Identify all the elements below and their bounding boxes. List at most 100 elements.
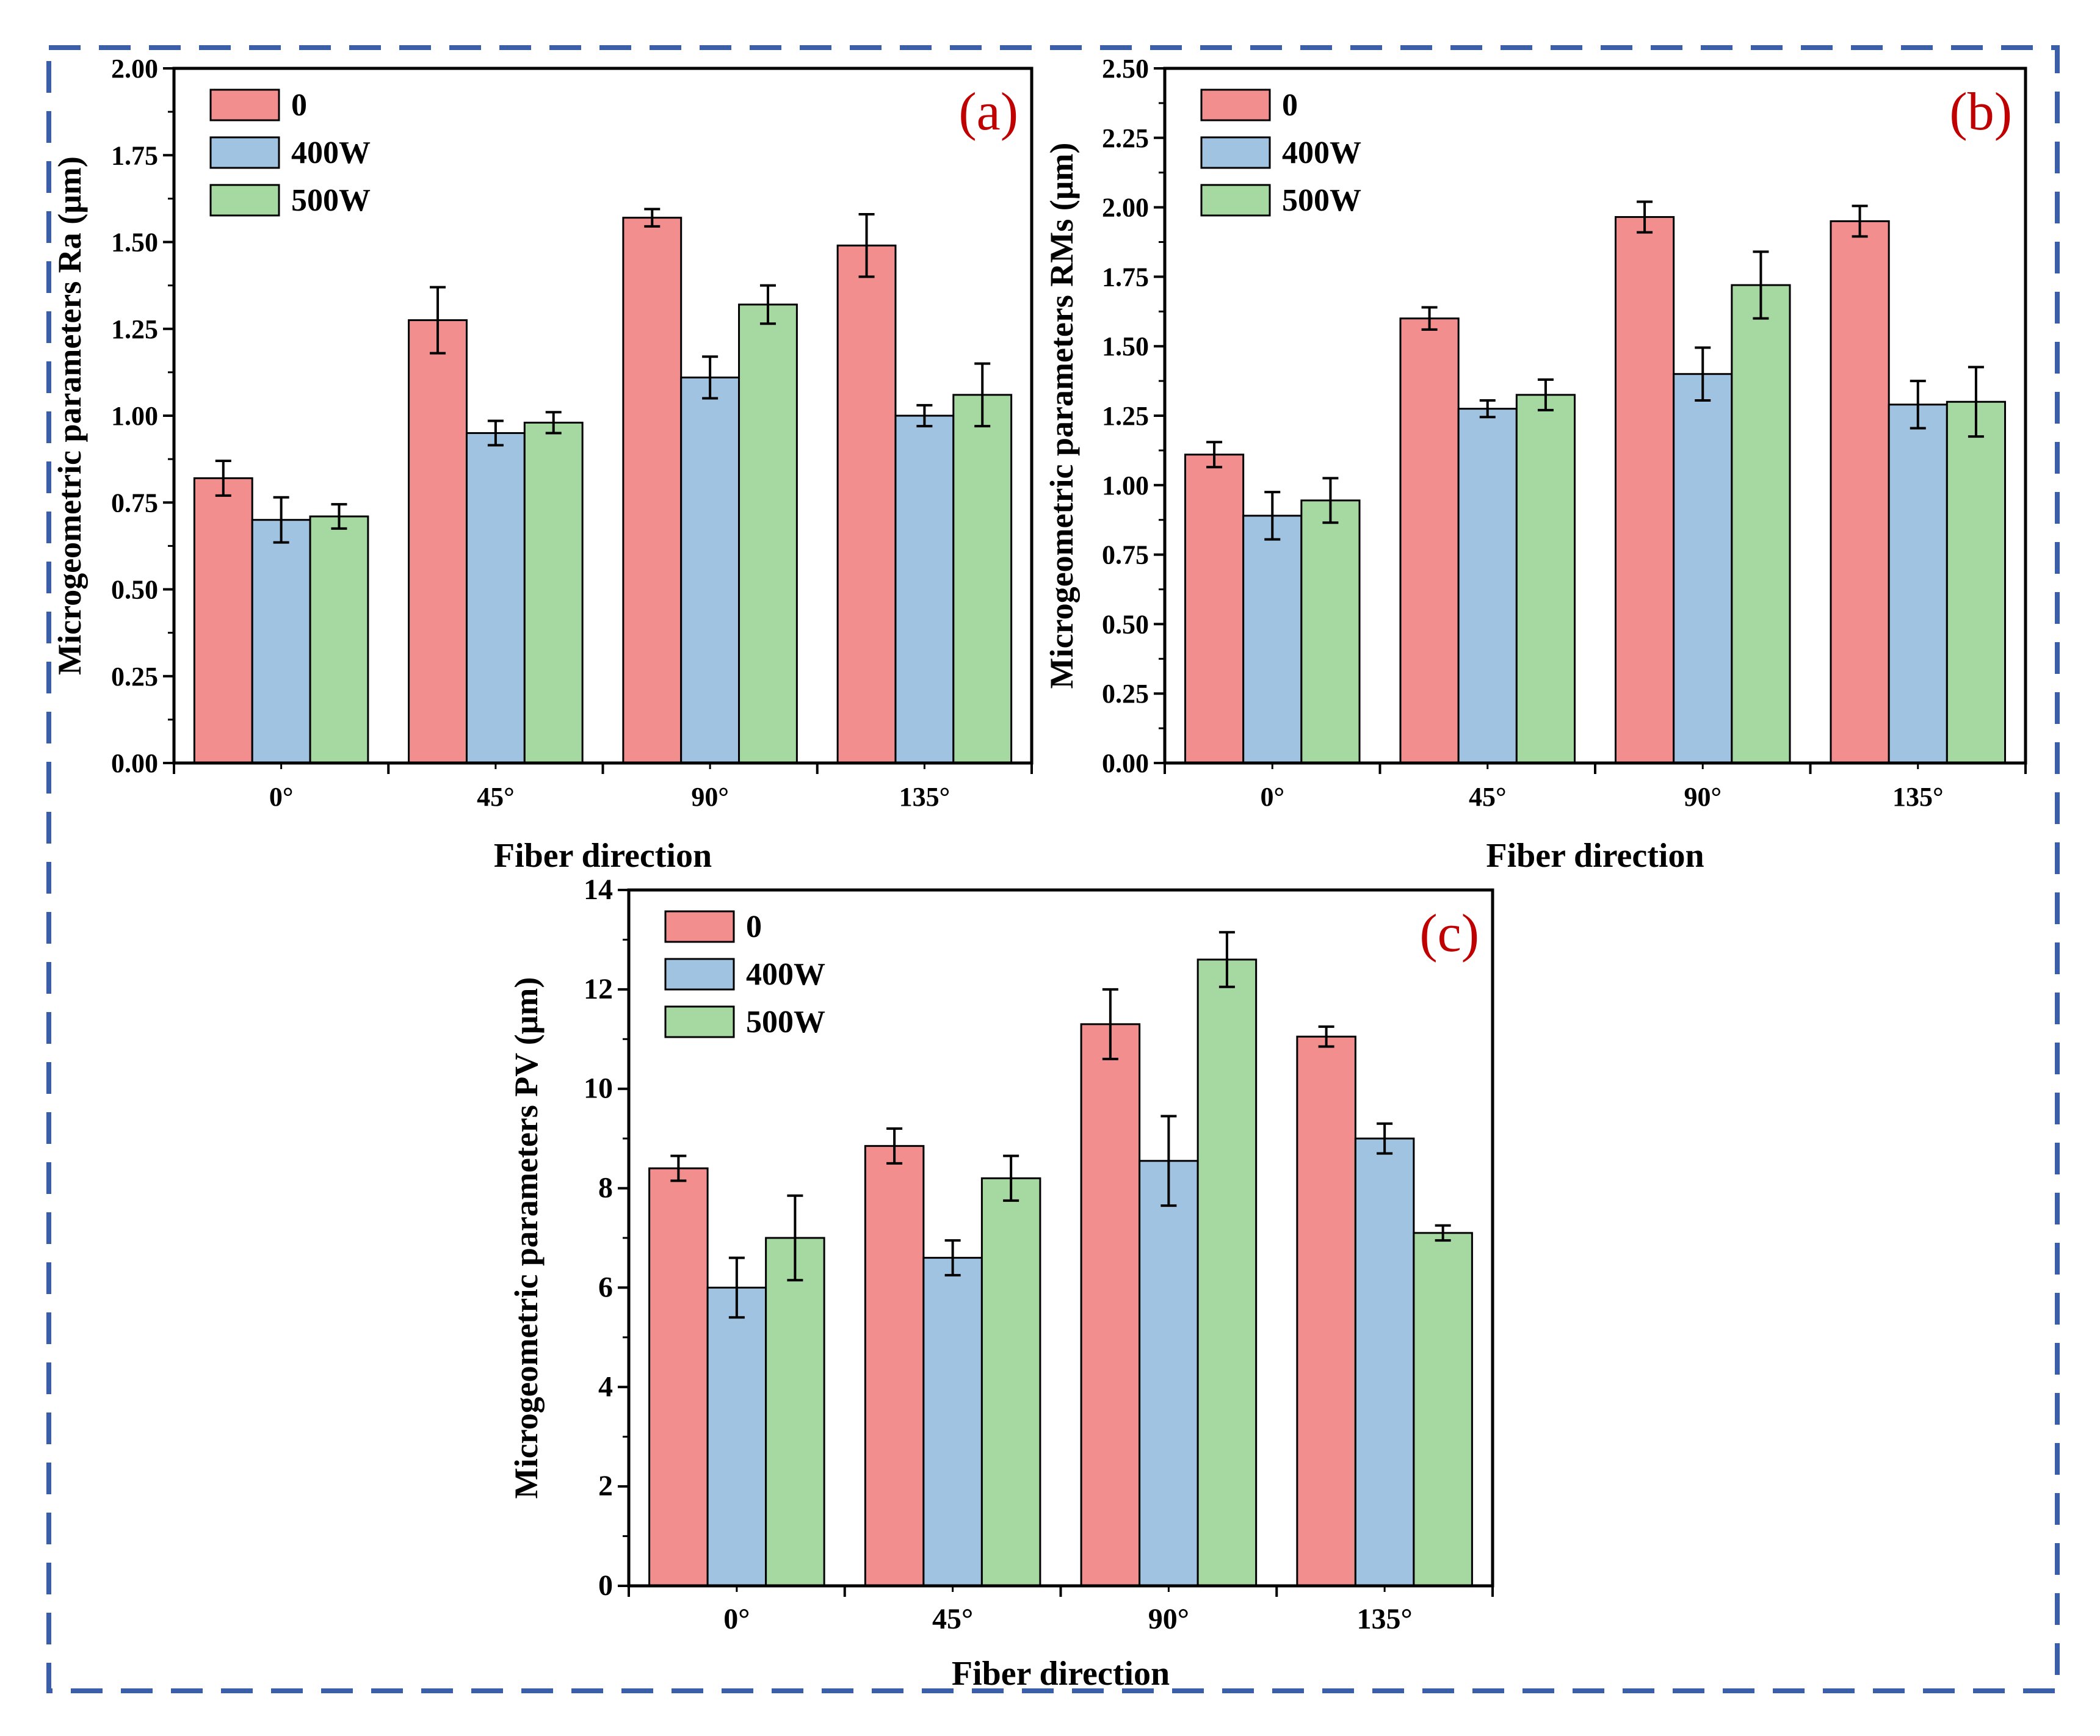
plot-frame [172,67,1034,765]
bar [465,432,526,764]
legend-label: 500W [291,183,371,218]
y-tick-label: 2.00 [111,54,158,84]
bar [765,1237,825,1587]
bar [1300,499,1361,764]
y-tick-label: 1.50 [111,228,158,258]
bar [1296,1035,1356,1587]
y-tick-label: 1.00 [1102,471,1149,501]
y-tick-label: 0.25 [1102,679,1149,709]
legend-label: 0 [1282,88,1298,123]
legend-swatch [664,958,735,991]
legend-label: 400W [1282,136,1361,170]
y-axis-title: Microgeometric parameters PV (μm) [508,977,545,1499]
figure-dashed-frame [46,45,2060,1693]
y-tick-label: 2.00 [1102,193,1149,223]
y-tick-label: 0 [598,1569,613,1602]
bar [1515,394,1576,764]
y-tick-label: 0.50 [111,575,158,605]
x-tick-label: 0° [269,782,294,812]
y-tick-label: 4 [598,1370,613,1403]
bar [706,1286,767,1587]
bar [1399,317,1460,764]
y-tick-label: 1.25 [1102,401,1149,431]
bar [1673,373,1733,764]
legend-label: 400W [746,957,825,992]
bar [1197,958,1258,1587]
bar [864,1145,925,1587]
legend-label: 0 [291,88,307,123]
bar [1184,454,1245,764]
legend-label: 400W [291,136,371,170]
bar [1139,1160,1199,1587]
legend-swatch [209,184,280,217]
x-axis-title: Fiber direction [1486,837,1704,875]
legend-swatch [664,1005,735,1038]
bar [1888,403,1948,764]
legend-label: 500W [1282,183,1361,218]
x-axis-title: Fiber direction [952,1655,1170,1693]
y-tick-label: 0.75 [1102,540,1149,570]
bar [1731,284,1791,764]
x-tick-label: 135° [1892,782,1944,812]
chart-c: 0 2 4 6 8 10 12 14 0° 45° 90° 135° Fiber direction Mi… [508,873,1494,1693]
bar [1457,408,1518,764]
y-tick-label: 2.25 [1102,123,1149,153]
bar [309,515,369,764]
y-tick-label: 0.50 [1102,609,1149,639]
legend-swatch [664,910,735,943]
bar [1080,1023,1141,1587]
y-tick-label: 0.00 [111,748,158,778]
plot-frame [1163,67,2027,765]
bar [1413,1232,1473,1587]
x-tick-label: 135° [1357,1603,1413,1635]
bar [980,1177,1041,1587]
legend-swatch [1200,89,1271,121]
y-tick-label: 0.25 [111,662,158,692]
legend-label: 0 [746,910,762,944]
bar [1614,216,1675,764]
chart-a: 0.00 0.25 0.50 0.75 1.00 1.25 1.50 1.75 2.00 0° 45… [51,54,1034,875]
panel-label: (b) [1949,82,2012,142]
x-tick-label: 45° [477,782,515,812]
legend-swatch [1200,136,1271,169]
panel-label: (c) [1419,904,1479,963]
y-tick-label: 8 [598,1172,613,1204]
x-tick-label: 0° [1260,782,1284,812]
bar [894,414,955,764]
y-tick-label: 1.25 [111,314,158,344]
y-tick-label: 1.75 [1102,262,1149,292]
y-tick-label: 1.50 [1102,331,1149,361]
bar [523,421,584,764]
bar [648,1167,709,1587]
y-tick-label: 1.00 [111,401,158,431]
bar [251,519,311,764]
x-tick-label: 45° [932,1603,973,1635]
x-axis-title: Fiber direction [494,837,712,875]
legend-swatch [1200,184,1271,217]
y-tick-label: 0.00 [1102,748,1149,778]
x-tick-label: 45° [1469,782,1507,812]
y-axis-title: Microgeometric parameters RMs (μm) [1043,143,1080,689]
y-tick-label: 10 [584,1072,613,1105]
bar [952,394,1013,764]
y-tick-label: 12 [584,973,613,1005]
bar [622,217,682,764]
x-tick-label: 90° [691,782,729,812]
x-tick-label: 90° [1148,1603,1189,1635]
chart-b: 0.00 0.25 0.50 0.75 1.00 1.25 1.50 1.75 2.00 2.25… [1043,54,2027,875]
bar [738,303,798,764]
x-tick-label: 0° [723,1603,750,1635]
bar [1354,1137,1415,1587]
x-tick-label: 135° [899,782,950,812]
bar [836,244,897,764]
y-tick-label: 0.75 [111,488,158,518]
bar [922,1257,983,1587]
y-tick-label: 6 [598,1271,613,1303]
y-axis-title: Microgeometric parameters Ra (μm) [51,156,88,675]
y-tick-label: 2.50 [1102,54,1149,84]
plot-frame [627,888,1494,1588]
y-tick-label: 14 [584,873,613,906]
bar [1946,400,2007,764]
legend-label: 500W [746,1005,825,1040]
